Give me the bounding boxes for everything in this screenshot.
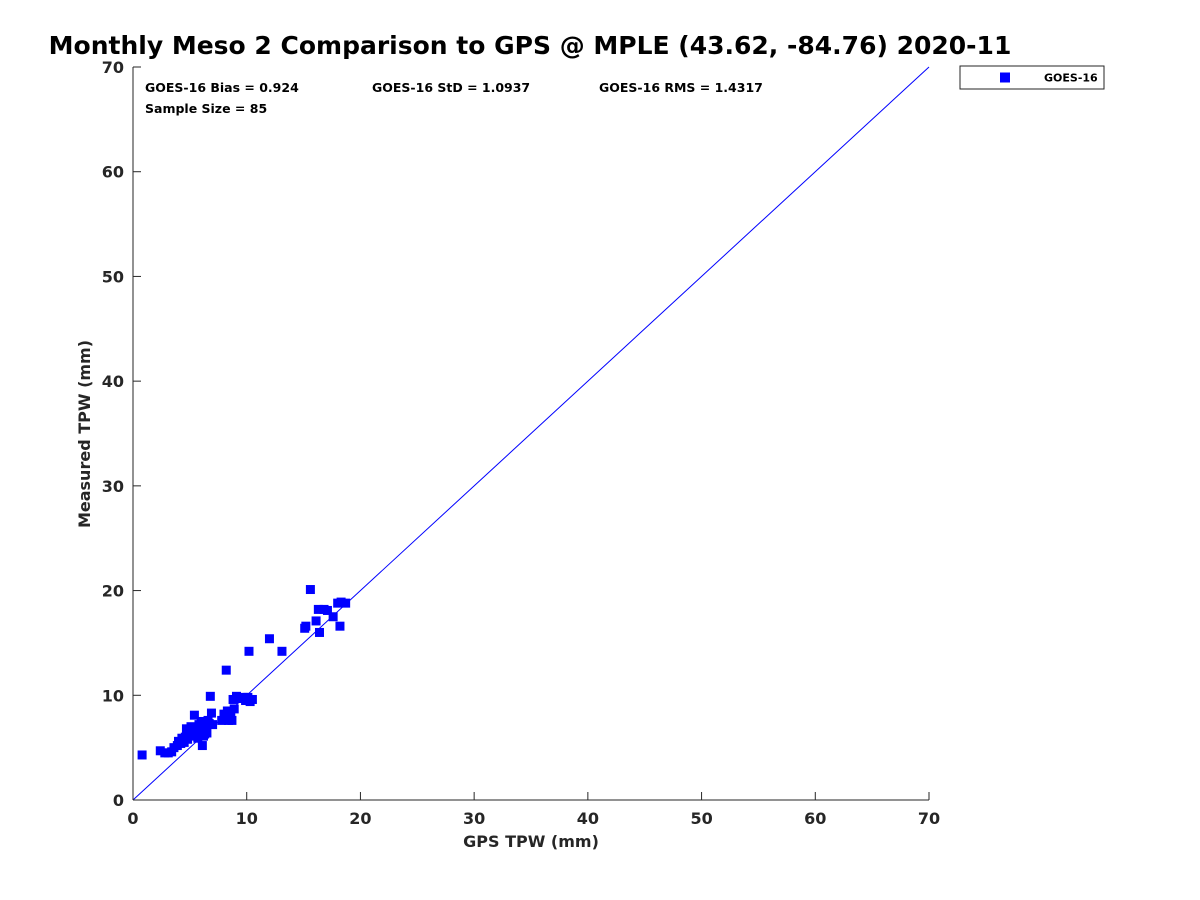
data-point [313, 604, 323, 614]
data-point [335, 621, 345, 631]
y-tick-label: 10 [102, 686, 124, 705]
data-point [322, 605, 332, 615]
data-point [244, 646, 254, 656]
chart-title: Monthly Meso 2 Comparison to GPS @ MPLE … [49, 31, 1012, 60]
legend-box [959, 65, 1105, 90]
x-tick-label: 50 [690, 809, 712, 828]
legend-marker-square [1000, 72, 1010, 83]
data-point [341, 598, 351, 608]
x-axis-ticks: 0 10 20 30 40 50 60 70 [127, 792, 940, 828]
x-tick-label: 20 [349, 809, 371, 828]
data-point [196, 716, 206, 726]
y-tick-label: 70 [102, 58, 124, 77]
data-point [247, 694, 257, 704]
bias-annotation: GOES-16 Bias = 0.924 [145, 80, 299, 95]
data-point [328, 612, 338, 622]
y-tick-label: 20 [102, 582, 124, 601]
y-tick-label: 40 [102, 372, 124, 391]
x-tick-label: 10 [236, 809, 258, 828]
y-axis-label: Measured TPW (mm) [75, 340, 94, 528]
x-tick-label: 70 [918, 809, 940, 828]
data-point [183, 734, 193, 744]
std-annotation: GOES-16 StD = 1.0937 [372, 80, 530, 95]
sample-size-annotation: Sample Size = 85 [145, 101, 267, 116]
data-point [277, 646, 287, 656]
data-point [301, 621, 311, 631]
x-tick-label: 0 [127, 809, 138, 828]
plot-area: 0 10 20 30 40 50 60 70 0 10 20 30 40 50 60 70 [102, 58, 940, 828]
y-tick-label: 50 [102, 267, 124, 286]
data-point [208, 720, 218, 730]
data-point [221, 665, 231, 675]
data-point [311, 616, 321, 626]
data-point [189, 710, 199, 720]
data-point [264, 634, 274, 644]
y-tick-label: 60 [102, 163, 124, 182]
x-tick-label: 60 [804, 809, 826, 828]
one-to-one-reference-line [132, 66, 930, 801]
x-tick-label: 40 [577, 809, 599, 828]
y-tick-label: 30 [102, 477, 124, 496]
data-points [137, 585, 351, 760]
data-point [314, 627, 324, 637]
data-point [336, 597, 346, 607]
data-point [200, 729, 210, 739]
data-point [229, 704, 239, 714]
y-tick-label: 0 [113, 791, 124, 810]
data-point [195, 722, 205, 732]
rms-annotation: GOES-16 RMS = 1.4317 [599, 80, 763, 95]
data-point [197, 741, 207, 751]
data-point [137, 750, 147, 760]
data-point [205, 691, 215, 701]
data-point [206, 708, 216, 718]
x-tick-label: 30 [463, 809, 485, 828]
data-point [155, 746, 165, 756]
y-axis-ticks: 0 10 20 30 40 50 60 70 [102, 58, 141, 810]
x-axis-label: GPS TPW (mm) [463, 832, 599, 851]
data-point [193, 733, 203, 743]
data-point [305, 585, 315, 595]
legend-entry-goes-16: GOES-16 [1044, 72, 1098, 85]
data-point [227, 715, 237, 725]
legend: GOES-16 [959, 65, 1105, 90]
